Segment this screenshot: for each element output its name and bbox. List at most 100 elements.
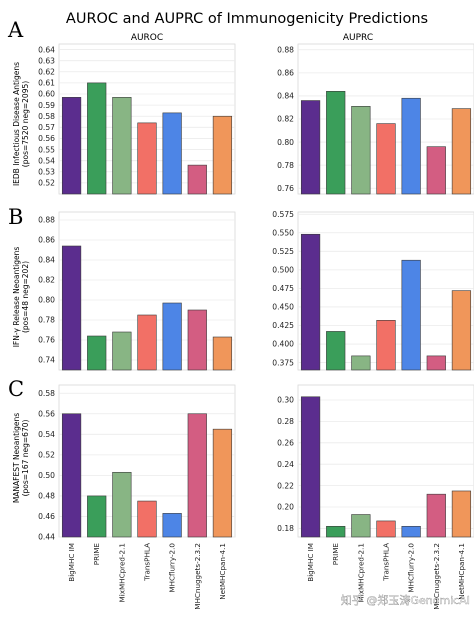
y-tick-label: 0.57	[38, 123, 55, 132]
bar-7	[451, 290, 472, 371]
y-tick-label: 0.400	[272, 340, 294, 349]
bar-2	[326, 331, 346, 371]
y-tick-label: 0.55	[38, 145, 55, 154]
bar-4	[137, 122, 157, 195]
y-tick-label: 0.60	[38, 90, 55, 99]
chart-panel-5: 0.44 0.46 0.48 0.50 0.52 0.54 0.56 0.58 BigMHC I…	[38, 384, 236, 610]
y-tick-label: 0.80	[38, 296, 55, 305]
bar-6	[426, 493, 446, 538]
bar-1	[61, 413, 82, 538]
bar-2	[87, 495, 107, 538]
x-tick-label: MHCnuggets-2.3.2	[193, 543, 202, 610]
y-tick-label: 0.500	[272, 266, 294, 275]
chart-panel-2: 0.76 0.78 0.80 0.82 0.84 0.86 0.88	[277, 43, 474, 195]
x-tick-label: PRIME	[331, 543, 340, 566]
y-tick-label: 0.88	[38, 216, 55, 225]
bar-5	[162, 302, 182, 371]
y-tick-label: 0.52	[38, 179, 55, 188]
y-tick-label: 0.86	[277, 69, 294, 78]
y-tick-label: 0.26	[277, 439, 294, 448]
x-tick-label: MHCnuggets-2.3.2	[432, 543, 441, 610]
bar-5	[401, 525, 421, 538]
chart-panel-3: 0.74 0.76 0.78 0.80 0.82 0.84 0.86 0.88	[38, 211, 236, 371]
y-label-a-line-2: (pos=7520 neg=2095)	[21, 81, 30, 167]
plot-area: 0.52 0.53 0.54 0.55 0.56 0.57 0.58 0.59 0.60 0.61…	[38, 43, 474, 610]
bar-7	[212, 115, 233, 195]
y-tick-label: 0.56	[38, 409, 55, 418]
y-tick-label: 0.64	[38, 45, 55, 54]
column-title-auprc: AUPRC	[343, 33, 373, 43]
bar-4	[376, 520, 396, 538]
bar-4	[137, 500, 157, 538]
y-tick-label: 0.61	[38, 79, 55, 88]
bar-2	[326, 525, 346, 538]
x-tick-label: MixMHCpred-2.1	[356, 543, 365, 602]
y-tick-label: 0.575	[272, 210, 294, 219]
plot-frame	[297, 384, 474, 538]
y-tick-label: 0.50	[38, 471, 55, 480]
y-tick-label: 0.78	[38, 316, 55, 325]
y-label-b-line-2: (pos=48 neg=202)	[21, 261, 30, 333]
y-tick-label: 0.59	[38, 101, 55, 110]
y-tick-label: 0.425	[272, 321, 294, 330]
bar-6	[187, 413, 207, 538]
y-tick-label: 0.62	[38, 67, 55, 76]
x-tick-label: TransPHLA	[143, 543, 152, 582]
y-tick-label: 0.22	[277, 481, 294, 490]
bar-2	[87, 335, 107, 371]
x-tick-label: NetMHCpan-4.1	[218, 543, 227, 600]
bar-5	[162, 513, 182, 538]
y-tick-label: 0.63	[38, 56, 55, 65]
y-tick-label: 0.78	[277, 161, 294, 170]
y-tick-label: 0.30	[277, 396, 294, 405]
y-tick-label: 0.88	[277, 45, 294, 54]
bar-2	[87, 82, 107, 195]
y-tick-label: 0.76	[38, 336, 55, 345]
y-tick-label: 0.84	[38, 256, 55, 265]
bar-7	[212, 336, 233, 371]
column-title-auroc: AUROC	[131, 33, 163, 43]
bar-3	[351, 514, 371, 538]
panel-letter-b: B	[8, 205, 23, 229]
x-tick-label: BigMHC IM	[306, 543, 315, 582]
y-tick-label: 0.53	[38, 167, 55, 176]
bar-4	[376, 320, 396, 371]
y-tick-label: 0.84	[277, 92, 294, 101]
y-tick-label: 0.525	[272, 247, 294, 256]
bar-3	[351, 355, 371, 371]
y-tick-label: 0.450	[272, 303, 294, 312]
x-tick-label: MHCflurry-2.0	[168, 543, 177, 593]
chart-panel-6: 0.18 0.20 0.22 0.24 0.26 0.28 0.30 BigMHC IM PRI…	[277, 384, 474, 610]
watermark: 知乎 @郑玉涛GenomicAI	[341, 593, 470, 607]
y-tick-label: 0.54	[38, 430, 55, 439]
bar-4	[137, 314, 157, 371]
bar-6	[426, 355, 446, 371]
x-tick-label: NetMHCpan-4.1	[457, 543, 466, 600]
y-tick-label: 0.18	[277, 524, 294, 533]
y-tick-label: 0.28	[277, 417, 294, 426]
chart-panel-4: 0.375 0.400 0.425 0.450 0.475 0.500 0.525 0.550…	[272, 210, 474, 371]
x-tick-label: MHCflurry-2.0	[407, 543, 416, 593]
bar-4	[376, 123, 396, 195]
chart-panel-1: 0.52 0.53 0.54 0.55 0.56 0.57 0.58 0.59 0.60 0.61…	[38, 43, 236, 195]
y-tick-label: 0.56	[38, 134, 55, 143]
bar-6	[187, 309, 207, 371]
bar-1	[300, 396, 321, 538]
bar-5	[162, 112, 182, 195]
y-tick-label: 0.58	[38, 112, 55, 121]
panel-letter-a: A	[7, 18, 24, 42]
y-tick-label: 0.86	[38, 236, 55, 245]
bar-7	[451, 108, 472, 195]
y-tick-label: 0.44	[38, 533, 55, 542]
bar-6	[426, 146, 446, 195]
y-tick-label: 0.54	[38, 156, 55, 165]
y-tick-label: 0.58	[38, 389, 55, 398]
bar-6	[187, 164, 207, 195]
bar-1	[300, 100, 321, 195]
y-tick-label: 0.24	[277, 460, 294, 469]
y-tick-label: 0.375	[272, 358, 294, 367]
y-tick-label: 0.76	[277, 184, 294, 193]
y-tick-label: 0.82	[277, 115, 294, 124]
y-label-c-line-2: (pos=167 neg=670)	[21, 420, 30, 497]
